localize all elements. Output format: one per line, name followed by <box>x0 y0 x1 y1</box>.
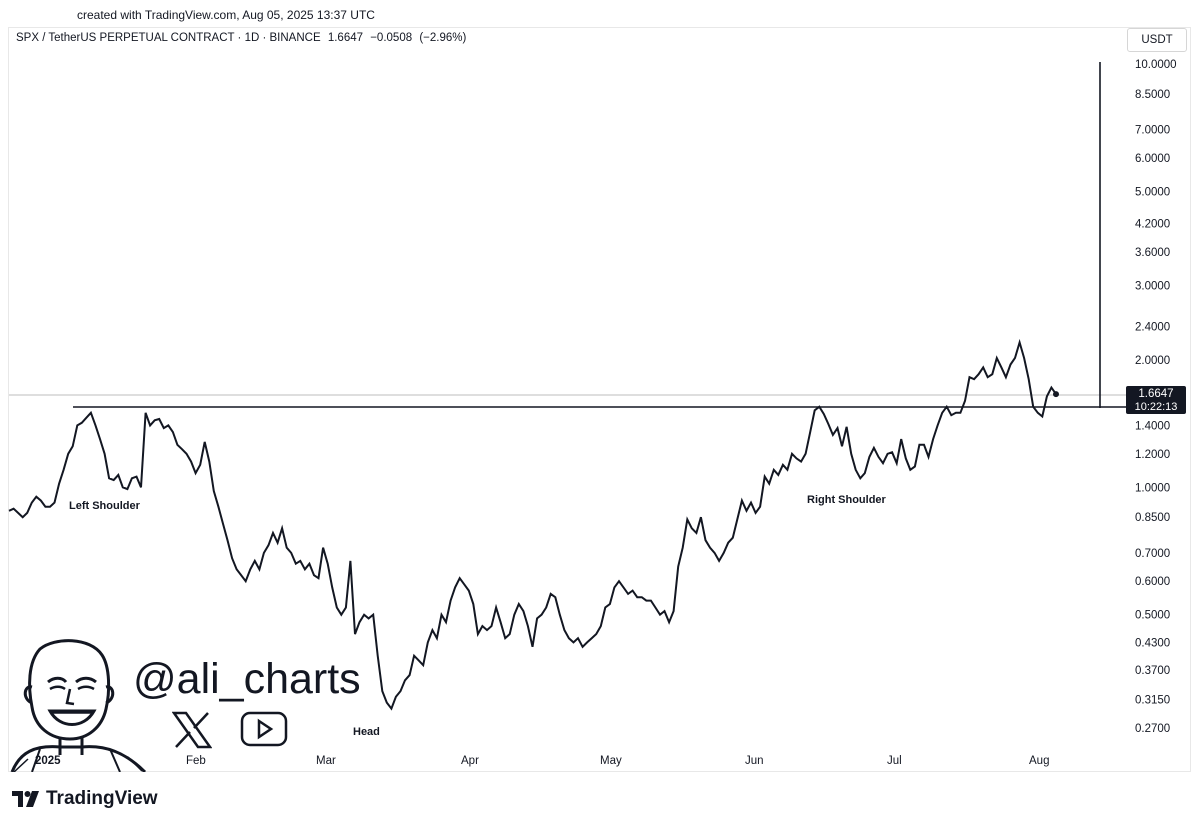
price-change-percent: (−2.96%) <box>419 32 467 44</box>
price-tick-label: 7.0000 <box>1135 125 1170 137</box>
chart-frame <box>8 27 1191 772</box>
price-tick-label: 8.5000 <box>1135 89 1170 101</box>
bar-countdown: 10:22:13 <box>1134 401 1178 413</box>
price-tick-label: 0.7000 <box>1135 548 1170 560</box>
time-tick-label: Mar <box>316 755 336 767</box>
price-tick-label: 1.0000 <box>1135 482 1170 494</box>
price-tick-label: 3.0000 <box>1135 280 1170 292</box>
time-tick-label: Feb <box>186 755 206 767</box>
author-handle: @ali_charts <box>133 655 361 703</box>
time-axis[interactable]: 2025 Feb Mar Apr May Jun Jul Aug <box>35 755 1049 767</box>
avatar-cartoon <box>10 639 147 772</box>
time-tick-label: Apr <box>461 755 479 767</box>
symbol-title[interactable]: SPX / TetherUS PERPETUAL CONTRACT · 1D ·… <box>16 32 321 44</box>
price-tick-label: 3.6000 <box>1135 247 1170 259</box>
head-label: Head <box>353 726 380 738</box>
currency-selector[interactable]: USDT <box>1127 28 1187 52</box>
tradingview-logo-icon <box>12 791 39 807</box>
price-tick-label: 2.4000 <box>1135 321 1170 333</box>
current-price-tag: 1.6647 10:22:13 <box>1126 386 1186 414</box>
tradingview-wordmark: TradingView <box>46 788 158 809</box>
price-tick-label: 2.0000 <box>1135 355 1170 367</box>
current-price-value: 1.6647 <box>1138 388 1174 400</box>
price-tick-label: 0.3700 <box>1135 665 1170 677</box>
time-tick-label: Aug <box>1029 755 1049 767</box>
price-tick-label: 0.8500 <box>1135 512 1170 524</box>
price-tick-label: 4.2000 <box>1135 218 1170 230</box>
price-series-line <box>8 338 1057 711</box>
time-tick-label: Jul <box>887 755 902 767</box>
time-tick-label: 2025 <box>35 755 61 767</box>
price-tick-label: 1.4000 <box>1135 420 1170 432</box>
youtube-icon[interactable] <box>240 711 288 747</box>
tradingview-footer: TradingView <box>12 788 158 810</box>
price-tick-label: 6.0000 <box>1135 153 1170 165</box>
price-axis[interactable]: 10.0000 8.5000 7.0000 6.0000 5.0000 4.2000 3.6… <box>1135 59 1177 735</box>
created-caption: created with TradingView.com, Aug 05, 20… <box>77 8 375 22</box>
price-change: −0.0508 <box>370 32 413 44</box>
left-shoulder-label: Left Shoulder <box>69 500 140 512</box>
price-tick-label: 0.4300 <box>1135 637 1170 649</box>
price-tick-label: 5.0000 <box>1135 186 1170 198</box>
time-tick-label: May <box>600 755 622 767</box>
price-tick-label: 10.0000 <box>1135 59 1177 71</box>
price-tick-label: 0.2700 <box>1135 723 1170 735</box>
x-logo-icon[interactable] <box>172 711 212 749</box>
last-price: 1.6647 <box>327 32 364 44</box>
last-price-dot <box>1053 391 1059 398</box>
price-tick-label: 0.3150 <box>1135 695 1170 707</box>
symbol-header: SPX / TetherUS PERPETUAL CONTRACT · 1D ·… <box>16 32 470 44</box>
time-tick-label: Jun <box>745 755 764 767</box>
price-tick-label: 0.5000 <box>1135 610 1170 622</box>
price-tick-label: 1.2000 <box>1135 449 1170 461</box>
price-tick-label: 0.6000 <box>1135 576 1170 588</box>
right-shoulder-label: Right Shoulder <box>807 494 886 506</box>
